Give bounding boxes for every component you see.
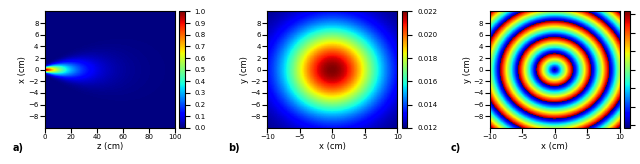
Y-axis label: y (cm): y (cm) — [463, 56, 472, 83]
Y-axis label: y (cm): y (cm) — [240, 56, 249, 83]
X-axis label: z (cm): z (cm) — [97, 142, 123, 151]
X-axis label: x (cm): x (cm) — [319, 142, 346, 151]
Text: b): b) — [228, 143, 240, 153]
Text: a): a) — [12, 143, 23, 153]
X-axis label: x (cm): x (cm) — [541, 142, 568, 151]
Y-axis label: x (cm): x (cm) — [18, 56, 27, 83]
Text: c): c) — [451, 143, 461, 153]
